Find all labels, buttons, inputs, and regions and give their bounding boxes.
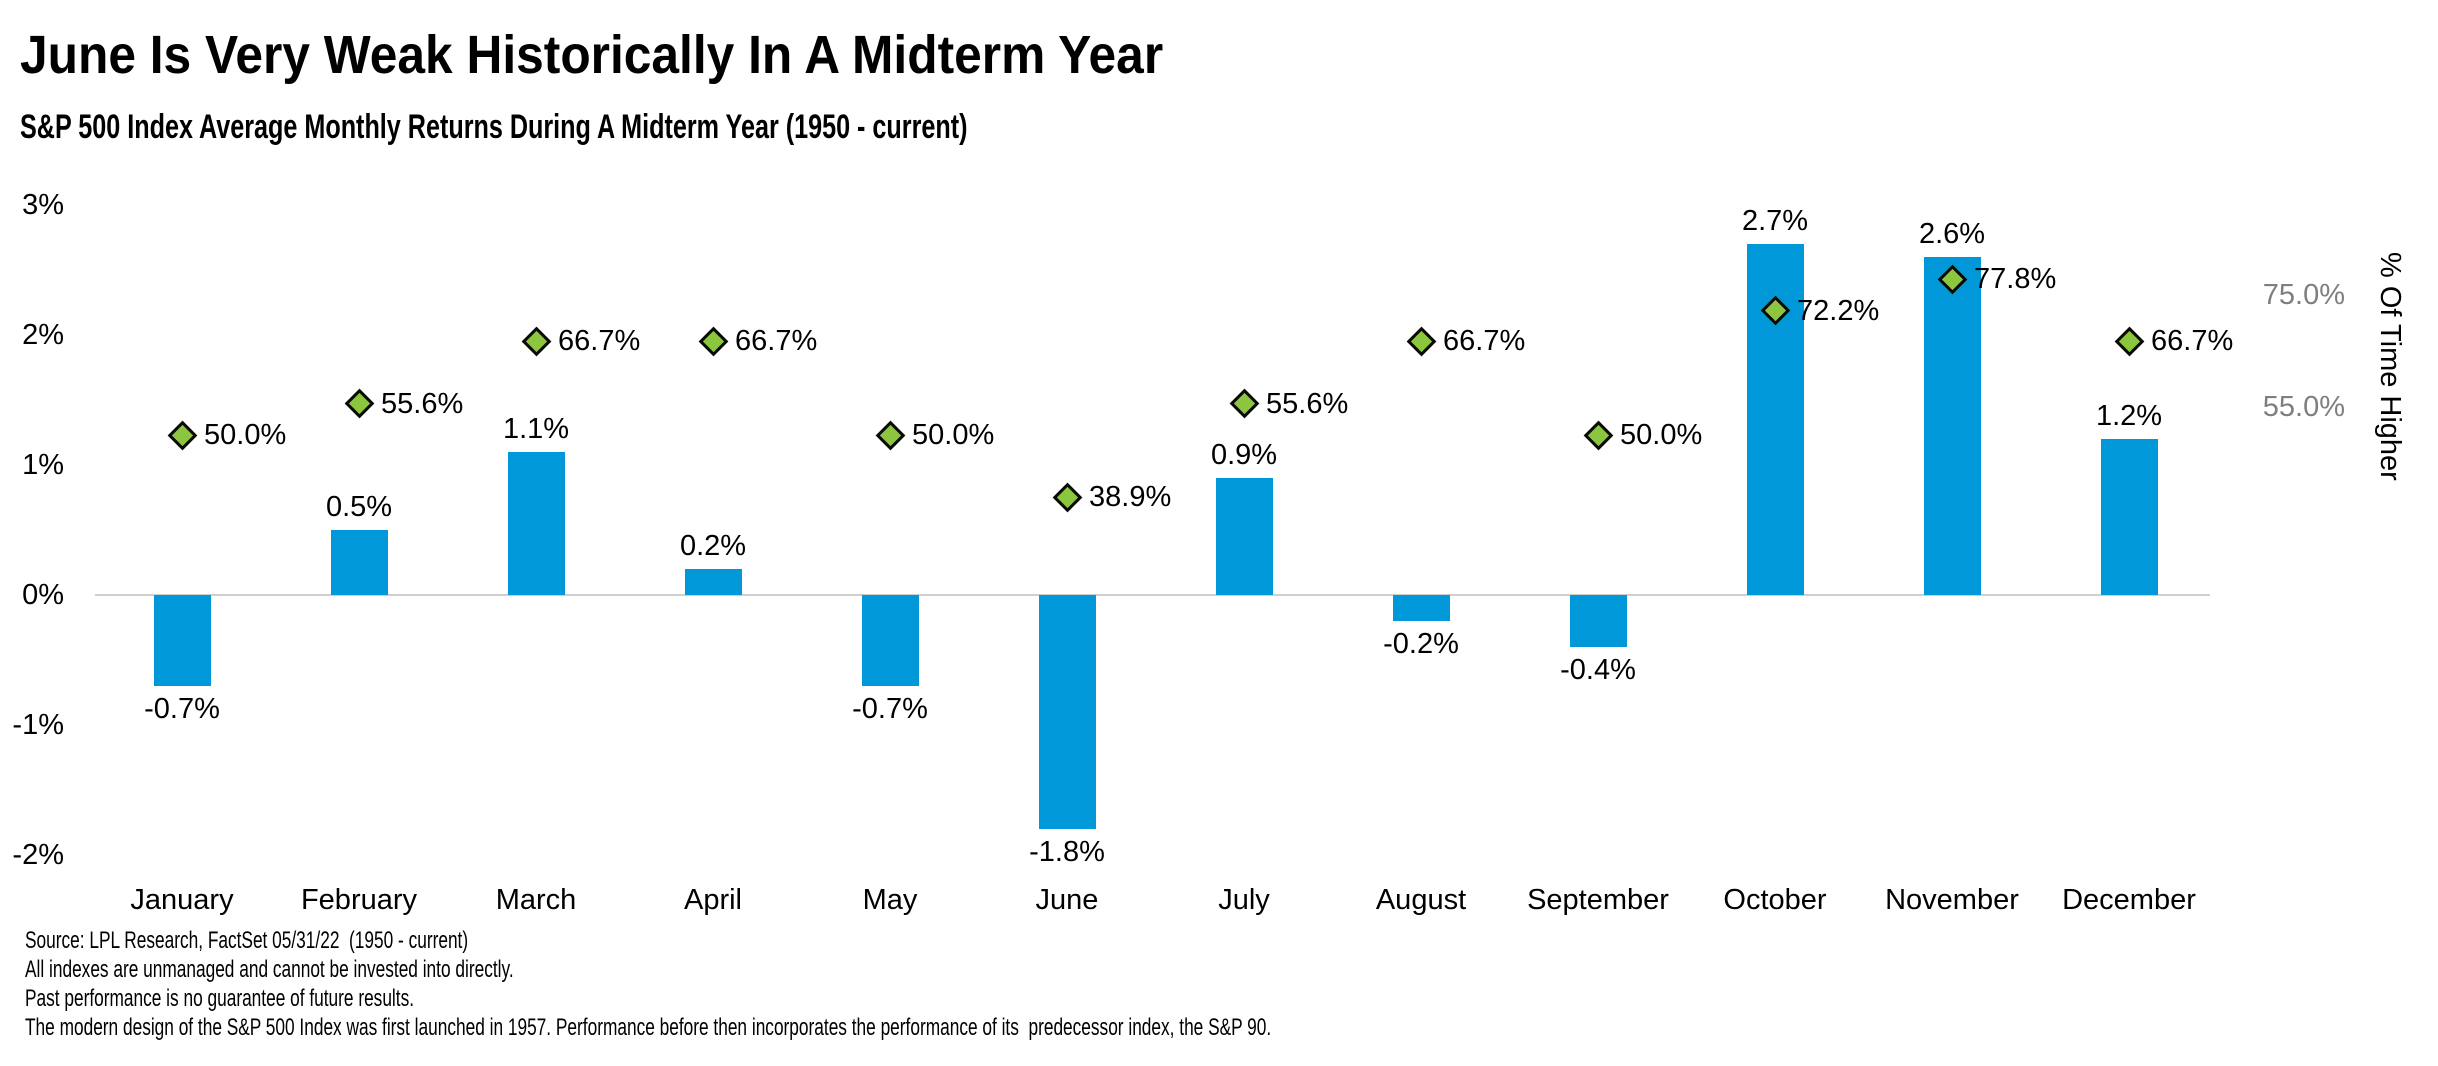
y-axis-tick-label: 2% <box>22 319 64 351</box>
diamond-value-label-october: 72.2% <box>1797 294 1880 327</box>
diamond-value-label-january: 50.0% <box>204 419 287 451</box>
diamond-value-label-may: 50.0% <box>912 419 995 451</box>
bar-value-label-april: 0.2% <box>679 530 747 562</box>
diamond-marker-february <box>344 388 374 419</box>
x-axis-label-february: February <box>300 884 418 916</box>
diamond-marker-august <box>1406 326 1436 357</box>
bar-value-label-november: 2.6% <box>1918 218 1986 250</box>
diamond-value-label-september: 50.0% <box>1620 419 1703 451</box>
footnote-indexes-line: All indexes are unmanaged and cannot be … <box>25 956 514 983</box>
right-axis-title: % Of Time Higher <box>2373 252 2406 481</box>
y-axis-tick-label: 0% <box>22 579 64 611</box>
diamond-value-label-august: 66.7% <box>1443 325 1526 358</box>
footnote-source-line: Source: LPL Research, FactSet 05/31/22 (… <box>25 927 469 954</box>
right-axis-tick-label: 75.0% <box>2262 279 2345 311</box>
x-axis-label-july: July <box>1218 884 1270 916</box>
bar-december <box>2100 439 2158 595</box>
x-axis-label-january: January <box>130 884 234 916</box>
diamond-value-label-june: 38.9% <box>1089 481 1172 514</box>
y-axis-tick-label: -2% <box>12 839 64 871</box>
diamond-value-label-november: 77.8% <box>1974 263 2057 296</box>
diamond-value-label-april: 66.7% <box>735 325 818 358</box>
y-axis-tick-label: 1% <box>22 449 64 481</box>
x-axis-label-april: April <box>683 884 742 916</box>
diamond-marker-january <box>167 420 197 450</box>
bar-value-label-february: 0.5% <box>325 491 393 523</box>
diamond-marker-july <box>1229 388 1259 419</box>
diamond-marker-march <box>521 326 551 357</box>
bar-value-label-june: -1.8% <box>1029 836 1105 868</box>
x-axis-label-december: December <box>2062 884 2196 916</box>
x-axis-label-may: May <box>862 884 918 916</box>
diamond-marker-december <box>2114 326 2144 357</box>
bar-value-label-october: 2.7% <box>1741 205 1809 237</box>
bar-value-label-july: 0.9% <box>1210 439 1278 471</box>
x-axis-label-september: September <box>1527 884 1669 916</box>
x-axis-label-june: June <box>1035 884 1099 916</box>
footnote-history-line: The modern design of the S&P 500 Index w… <box>25 1014 1272 1041</box>
right-axis-tick-label: 55.0% <box>2262 391 2345 423</box>
bar-november <box>1923 257 1981 595</box>
bar-september <box>1569 595 1627 647</box>
chart-subtitle: S&P 500 Index Average Monthly Returns Du… <box>20 108 968 146</box>
diamond-value-label-february: 55.6% <box>381 387 464 420</box>
bar-value-label-january: -0.7% <box>144 693 220 725</box>
bar-value-label-september: -0.4% <box>1560 654 1636 686</box>
chart-title: June Is Very Weak Historically In A Midt… <box>20 25 1164 85</box>
bar-value-label-august: -0.2% <box>1383 628 1459 660</box>
bar-april <box>684 569 742 595</box>
zero-gridline <box>95 594 2210 596</box>
bar-value-label-march: 1.1% <box>502 413 570 445</box>
diamond-value-label-march: 66.7% <box>558 325 641 358</box>
source-footnote: Source: LPL Research, FactSet 05/31/22 (… <box>25 926 1756 1042</box>
footnote-performance-line: Past performance is no guarantee of futu… <box>25 985 415 1012</box>
x-axis-label-march: March <box>495 884 577 916</box>
bar-july <box>1215 478 1273 595</box>
x-axis-label-august: August <box>1375 884 1467 916</box>
bar-february <box>330 530 388 595</box>
x-axis-label-october: October <box>1723 884 1827 916</box>
diamond-value-label-july: 55.6% <box>1266 387 1349 420</box>
y-axis-tick-label: 3% <box>22 189 64 221</box>
bar-value-label-may: -0.7% <box>852 693 928 725</box>
diamond-marker-april <box>698 326 728 357</box>
bar-may <box>861 595 919 686</box>
bar-march <box>507 452 565 595</box>
diamond-value-label-december: 66.7% <box>2151 325 2234 358</box>
bar-august <box>1392 595 1450 621</box>
bar-june <box>1038 595 1096 829</box>
diamond-marker-september <box>1583 420 1613 450</box>
bar-january <box>153 595 211 686</box>
bar-value-label-december: 1.2% <box>2095 400 2163 432</box>
diamond-marker-june <box>1052 482 1082 513</box>
diamond-marker-may <box>875 420 905 450</box>
y-axis-tick-label: -1% <box>12 709 64 741</box>
x-axis-label-november: November <box>1885 884 2019 916</box>
